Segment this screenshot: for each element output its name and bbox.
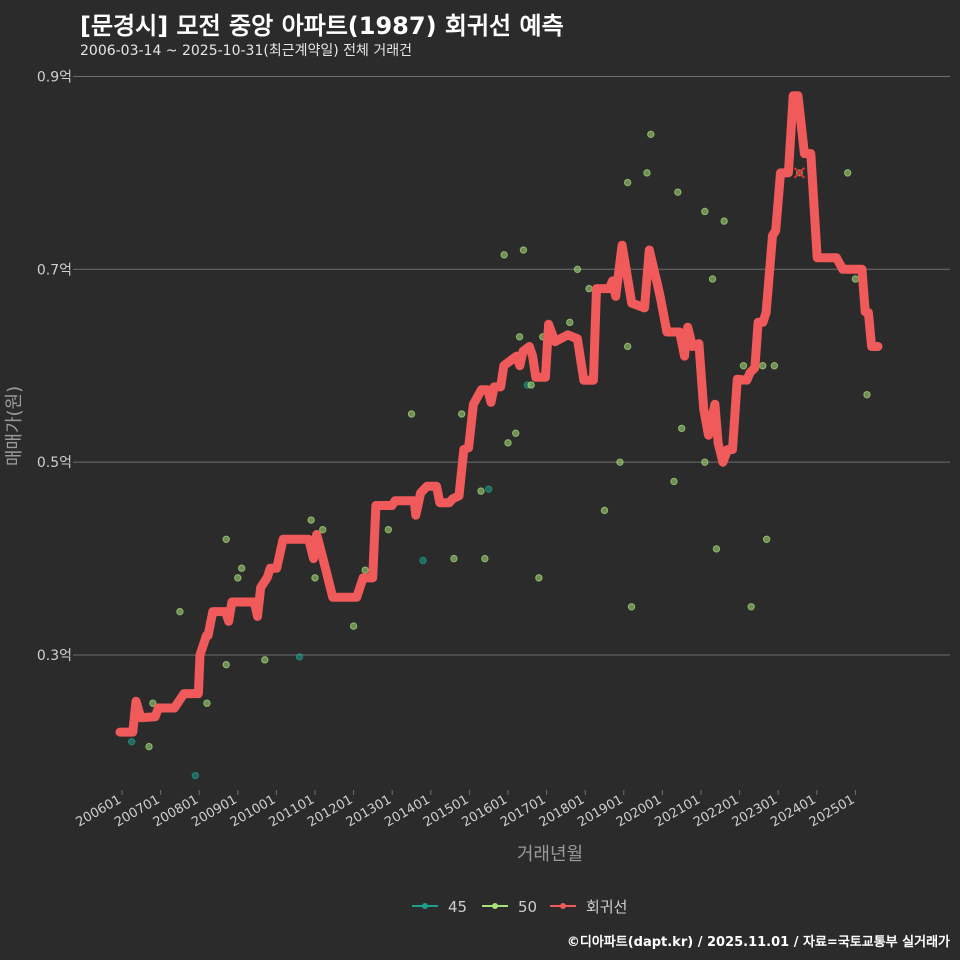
- y-tick-label: 0.9억: [37, 69, 72, 85]
- scatter-point-50: [349, 622, 358, 630]
- scatter-point-50: [708, 275, 717, 283]
- scatter-point-50: [149, 699, 157, 707]
- scatter-point-50: [712, 545, 721, 553]
- scatter-point-50: [234, 574, 242, 582]
- scatter-point-50: [407, 410, 416, 418]
- scatter-point-50: [627, 603, 636, 611]
- scatter-point-50: [519, 246, 528, 254]
- scatter-point-45: [191, 771, 200, 780]
- scatter-point-50: [720, 217, 728, 225]
- scatter-point-50: [311, 574, 319, 582]
- scatter-point-50: [203, 699, 211, 707]
- scatter-point-50: [843, 169, 852, 177]
- scatter-point-50: [222, 535, 230, 543]
- scatter-point-45: [127, 738, 136, 746]
- scatter-point-50: [623, 178, 632, 187]
- legend-key-dot-2: [560, 903, 566, 909]
- footer-credit: ©디아파트(dapt.kr) / 2025.11.01 / 자료=국토교통부 실…: [566, 935, 950, 950]
- chart-subtitle: 2006-03-14 ~ 2025-10-31(최근계약일) 전체 거래건: [80, 43, 412, 59]
- scatter-point-50: [535, 574, 543, 582]
- scatter-point-50: [450, 554, 458, 563]
- scatter-point-50: [701, 458, 709, 466]
- scatter-point-50: [500, 251, 508, 259]
- scatter-point-50: [145, 742, 153, 751]
- scatter-point-50: [319, 525, 327, 534]
- scatter-point-50: [481, 554, 489, 563]
- scatter-point-50: [361, 566, 369, 574]
- highlight-marker: [793, 167, 806, 179]
- scatter-point-50: [643, 169, 651, 177]
- scatter-point-45: [419, 556, 427, 565]
- scatter-point-50: [504, 439, 512, 447]
- scatter-point-50: [647, 130, 655, 139]
- scatter-point-50: [863, 390, 871, 399]
- scatter-point-50: [851, 275, 860, 283]
- legend-key-dot-1: [492, 903, 498, 909]
- scatter-point-50: [566, 318, 574, 327]
- scatter-point-50: [759, 362, 767, 370]
- legend-key-dot-0: [422, 903, 428, 909]
- scatter-point-50: [623, 342, 632, 351]
- scatter-point-50: [670, 477, 678, 486]
- scatter-point-50: [176, 607, 184, 616]
- regression-line: [115, 91, 883, 737]
- scatter-point-50: [762, 535, 771, 543]
- scatter-point-50: [261, 656, 269, 664]
- scatter-point-50: [747, 603, 755, 611]
- legend-label-2: 회귀선: [586, 898, 627, 916]
- y-tick-label: 0.5억: [37, 455, 72, 471]
- scatter-point-50: [457, 410, 466, 418]
- y-tick-label: 0.7억: [37, 262, 72, 278]
- legend-label-0: 45: [448, 898, 467, 916]
- scatter-point-50: [616, 458, 624, 466]
- scatter-point-50: [527, 381, 535, 389]
- y-tick-label: 0.3억: [37, 648, 72, 664]
- legend-label-1: 50: [518, 898, 537, 916]
- scatter-point-50: [512, 429, 520, 437]
- scatter-point-50: [515, 333, 524, 341]
- scatter-point-50: [237, 564, 246, 572]
- scatter-point-50: [573, 265, 582, 274]
- scatter-point-50: [674, 188, 682, 196]
- chart-title: [문경시] 모전 중앙 아파트(1987) 회귀선 예측: [80, 12, 564, 40]
- x-axis-title: 거래년월: [517, 844, 583, 865]
- scatter-point-45: [485, 485, 493, 493]
- scatter-point-50: [701, 207, 709, 216]
- scatter-point-50: [384, 525, 393, 534]
- scatter-point-50: [600, 506, 609, 515]
- scatter-point-50: [222, 660, 230, 669]
- scatter-point-50: [477, 487, 485, 495]
- scatter-point-50: [739, 362, 748, 370]
- y-axis-title: 매매가(원): [4, 386, 25, 466]
- scatter-point-50: [585, 284, 593, 293]
- scatter-point-50: [307, 516, 315, 524]
- scatter-point-50: [678, 424, 686, 433]
- scatter-point-45: [295, 653, 304, 661]
- scatter-point-50: [770, 362, 779, 370]
